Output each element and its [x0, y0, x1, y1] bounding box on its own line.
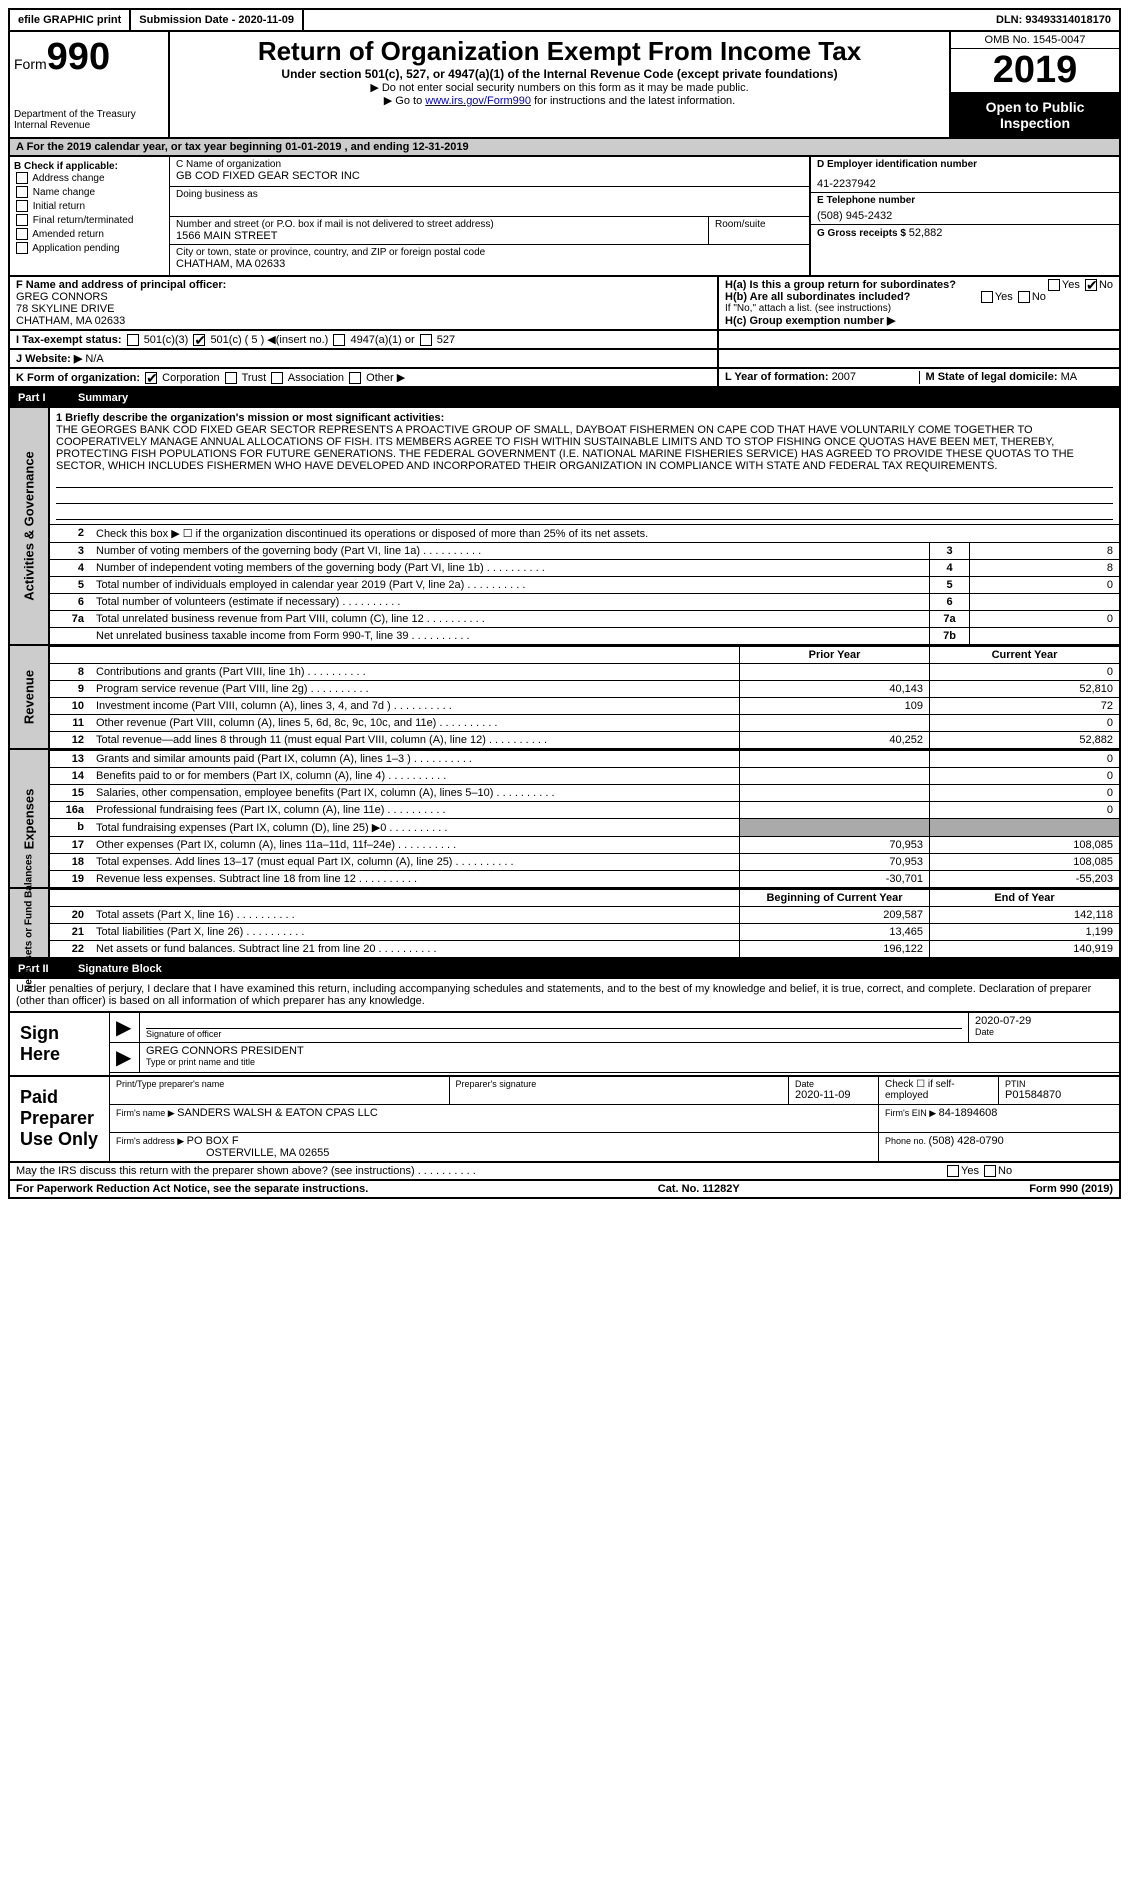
top-bar: efile GRAPHIC print Submission Date - 20…	[8, 8, 1121, 32]
ha-no[interactable]	[1085, 279, 1097, 291]
checkbox-name-change[interactable]	[16, 186, 28, 198]
revenue-line-10: 10Investment income (Part VIII, column (…	[50, 697, 1119, 714]
discuss-row: May the IRS discuss this return with the…	[8, 1163, 1121, 1181]
section-c: C Name of organization GB COD FIXED GEAR…	[170, 157, 809, 275]
header-right: OMB No. 1545-0047 2019 Open to Public In…	[949, 32, 1119, 137]
discuss-no[interactable]	[984, 1165, 996, 1177]
tax-year: 2019	[951, 49, 1119, 93]
gov-line-7b: Net unrelated business taxable income fr…	[50, 627, 1119, 644]
irs-link[interactable]: www.irs.gov/Form990	[425, 95, 531, 107]
efile-label: efile GRAPHIC print	[10, 10, 131, 30]
part-1-header: Part ISummary	[8, 388, 1121, 408]
checkbox-initial-return[interactable]	[16, 200, 28, 212]
net-line-20: 20Total assets (Part X, line 16)209,5871…	[50, 906, 1119, 923]
form-org-row: K Form of organization: Corporation Trus…	[8, 369, 1121, 388]
revenue-line-8: 8Contributions and grants (Part VIII, li…	[50, 663, 1119, 680]
te-501c3[interactable]	[127, 334, 139, 346]
hb-no[interactable]	[1018, 291, 1030, 303]
section-f-h: F Name and address of principal officer:…	[8, 277, 1121, 331]
sign-here: Sign Here ▶ Signature of officer 2020-07…	[8, 1013, 1121, 1077]
section-d: D Employer identification number41-22379…	[809, 157, 1119, 275]
activities-governance: Activities & Governance 1 Briefly descri…	[8, 408, 1121, 646]
expense-line-14: 14Benefits paid to or for members (Part …	[50, 767, 1119, 784]
paid-preparer: Paid Preparer Use Only Print/Type prepar…	[8, 1077, 1121, 1163]
ha-yes[interactable]	[1048, 279, 1060, 291]
submission-date: Submission Date - 2020-11-09	[131, 10, 304, 30]
expense-line-16a: 16aProfessional fundraising fees (Part I…	[50, 801, 1119, 818]
website-row: J Website: ▶ N/A	[8, 350, 1121, 369]
discuss-yes[interactable]	[947, 1165, 959, 1177]
omb-number: OMB No. 1545-0047	[951, 32, 1119, 49]
net-assets-section: Net Assets or Fund Balances Beginning of…	[8, 889, 1121, 959]
checkbox-app-pending[interactable]	[16, 242, 28, 254]
gov-line-3: 3Number of voting members of the governi…	[50, 542, 1119, 559]
dln: DLN: 93493314018170	[988, 10, 1119, 30]
expense-line-17: 17Other expenses (Part IX, column (A), l…	[50, 836, 1119, 853]
part-2-header: Part IISignature Block	[8, 959, 1121, 979]
perjury-statement: Under penalties of perjury, I declare th…	[8, 979, 1121, 1013]
expense-line-13: 13Grants and similar amounts paid (Part …	[50, 750, 1119, 767]
revenue-line-11: 11Other revenue (Part VIII, column (A), …	[50, 714, 1119, 731]
revenue-section: Revenue Prior YearCurrent Year 8Contribu…	[8, 646, 1121, 750]
net-line-22: 22Net assets or fund balances. Subtract …	[50, 940, 1119, 957]
hb-yes[interactable]	[981, 291, 993, 303]
org-corp[interactable]	[145, 372, 157, 384]
checkbox-final-return[interactable]	[16, 214, 28, 226]
te-4947[interactable]	[333, 334, 345, 346]
gov-line-6: 6Total number of volunteers (estimate if…	[50, 593, 1119, 610]
form-header: Form990 Department of the Treasury Inter…	[8, 32, 1121, 139]
checkbox-amended[interactable]	[16, 228, 28, 240]
gov-line-4: 4Number of independent voting members of…	[50, 559, 1119, 576]
row-a-tax-year: A For the 2019 calendar year, or tax yea…	[8, 139, 1121, 157]
gov-line-7a: 7aTotal unrelated business revenue from …	[50, 610, 1119, 627]
tax-exempt-row: I Tax-exempt status: 501(c)(3) 501(c) ( …	[8, 331, 1121, 350]
page-footer: For Paperwork Reduction Act Notice, see …	[8, 1181, 1121, 1199]
entity-info: B Check if applicable: Address change Na…	[8, 157, 1121, 277]
expense-line-18: 18Total expenses. Add lines 13–17 (must …	[50, 853, 1119, 870]
revenue-line-9: 9Program service revenue (Part VIII, lin…	[50, 680, 1119, 697]
section-b: B Check if applicable: Address change Na…	[10, 157, 170, 275]
revenue-line-12: 12Total revenue—add lines 8 through 11 (…	[50, 731, 1119, 748]
net-line-21: 21Total liabilities (Part X, line 26)13,…	[50, 923, 1119, 940]
te-501c[interactable]	[193, 334, 205, 346]
open-inspection: Open to Public Inspection	[951, 93, 1119, 137]
header-title: Return of Organization Exempt From Incom…	[170, 32, 949, 137]
org-assoc[interactable]	[271, 372, 283, 384]
expense-line-15: 15Salaries, other compensation, employee…	[50, 784, 1119, 801]
org-other[interactable]	[349, 372, 361, 384]
checkbox-address-change[interactable]	[16, 172, 28, 184]
header-left: Form990 Department of the Treasury Inter…	[10, 32, 170, 137]
te-527[interactable]	[420, 334, 432, 346]
expense-line-19: 19Revenue less expenses. Subtract line 1…	[50, 870, 1119, 887]
gov-line-5: 5Total number of individuals employed in…	[50, 576, 1119, 593]
expenses-section: Expenses 13Grants and similar amounts pa…	[8, 750, 1121, 889]
org-trust[interactable]	[225, 372, 237, 384]
expense-line-b: bTotal fundraising expenses (Part IX, co…	[50, 818, 1119, 836]
